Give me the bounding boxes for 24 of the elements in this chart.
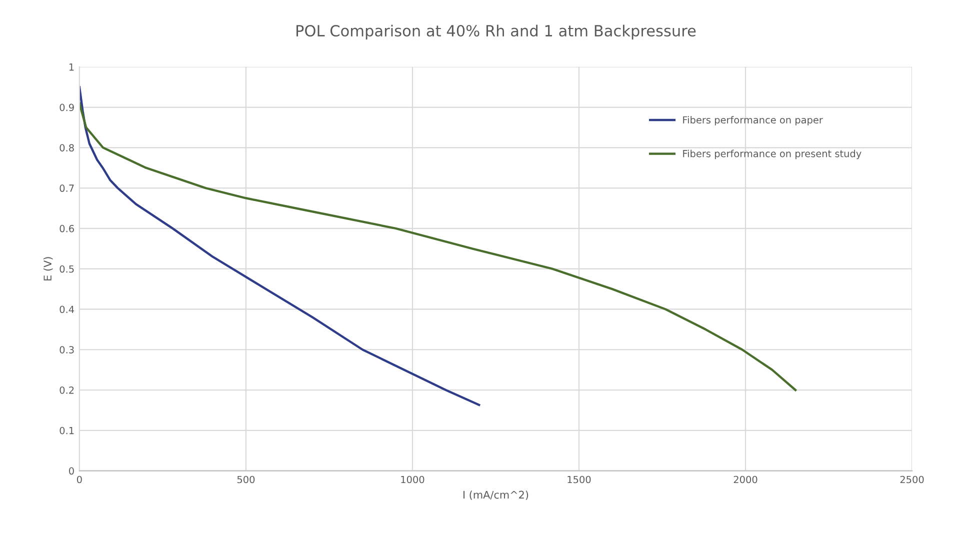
y-tick-label: 0.9 xyxy=(60,104,74,112)
line-series xyxy=(79,86,480,406)
legend-label: Fibers performance on present study xyxy=(683,150,862,160)
y-tick-label: 1 xyxy=(69,63,74,71)
y-tick-label: 0.4 xyxy=(60,306,74,314)
y-tick-label: 0.3 xyxy=(60,346,74,354)
y-tick-label: 0.6 xyxy=(60,224,74,232)
y-tick-label: 0.2 xyxy=(60,386,74,394)
x-tick-label: 500 xyxy=(237,476,255,484)
legend-label: Fibers performance on paper xyxy=(683,116,823,126)
y-tick-label: 0.1 xyxy=(60,426,74,434)
y-tick-label: 0.7 xyxy=(60,184,74,192)
x-tick-label: 1000 xyxy=(401,476,424,484)
x-tick-label: 1500 xyxy=(568,476,591,484)
y-tick-label: 0.8 xyxy=(60,144,74,152)
line-series xyxy=(79,102,797,392)
x-tick-label: 0 xyxy=(76,476,82,484)
x-tick-label: 2500 xyxy=(900,476,924,484)
y-tick-label: 0.5 xyxy=(60,265,74,273)
chart-title: POL Comparison at 40% Rh and 1 atm Backpressure xyxy=(296,24,696,40)
y-axis-title: E (V) xyxy=(43,257,53,280)
x-tick-label: 2000 xyxy=(734,476,758,484)
y-tick-label: 0 xyxy=(69,467,74,475)
x-axis-title: I (mA/cm^2) xyxy=(463,490,528,500)
